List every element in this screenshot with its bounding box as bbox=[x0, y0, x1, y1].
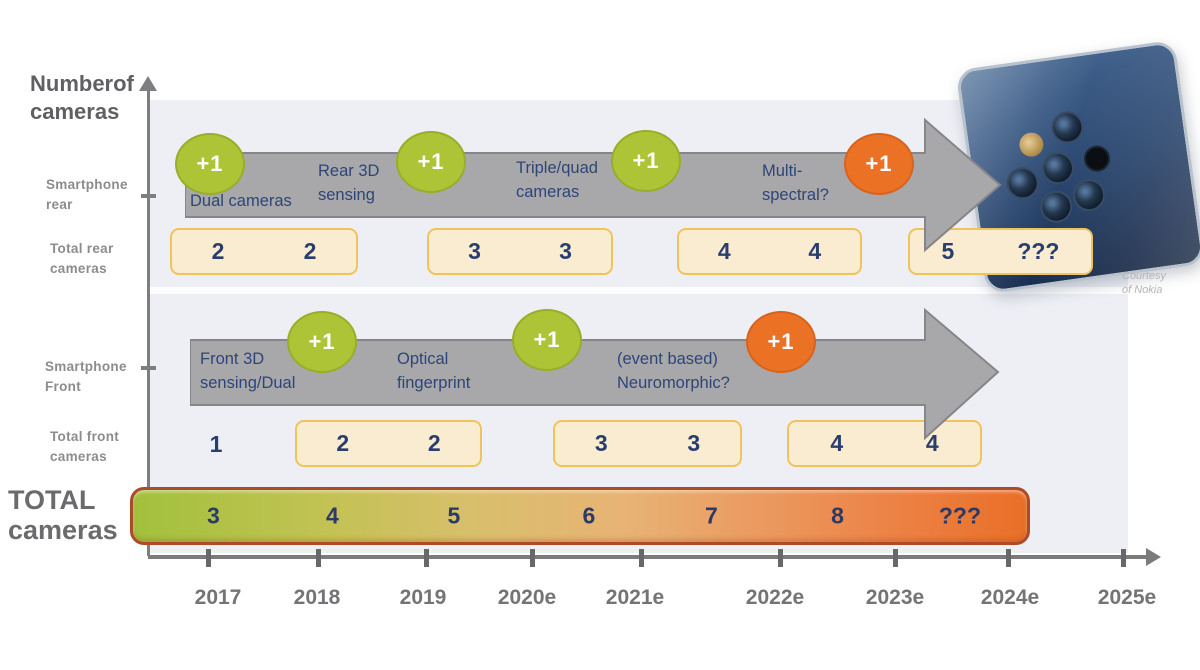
x-axis-year-label: 2024e bbox=[980, 586, 1040, 609]
plus-one-badge: +1 bbox=[611, 130, 681, 192]
x-axis-tick bbox=[1121, 549, 1126, 567]
rear-milestone-label: Multi-spectral? bbox=[762, 162, 829, 204]
front-milestone-label: (event based) Neuromorphic? bbox=[617, 350, 730, 392]
x-axis-tick bbox=[1006, 549, 1011, 567]
row-label-total-cameras: TOTAL cameras bbox=[8, 485, 118, 545]
total-cameras-bar: 3 4 5 6 7 8 ??? bbox=[130, 487, 1030, 545]
total-bar-value: ??? bbox=[938, 502, 982, 529]
rear-milestone-label: Triple/quad cameras bbox=[516, 159, 598, 201]
plus-one-badge: +1 bbox=[396, 131, 466, 193]
x-axis-year-label: 2020e bbox=[497, 586, 557, 609]
y-axis-line bbox=[147, 90, 150, 556]
plus-one-badge: +1 bbox=[512, 309, 582, 371]
x-axis-year-label: 2019 bbox=[399, 586, 447, 609]
x-axis-line bbox=[148, 555, 1148, 559]
total-bar-value: 5 bbox=[447, 502, 461, 529]
plus-one-badge: +1 bbox=[844, 133, 914, 195]
x-axis-year-label: 2022e bbox=[745, 586, 805, 609]
x-axis-tick bbox=[778, 549, 783, 567]
total-bar-value: 6 bbox=[582, 502, 596, 529]
row-label-smartphone-front: Smartphone Front bbox=[45, 359, 127, 395]
row-label-total-rear: Total rear cameras bbox=[50, 241, 114, 277]
y-axis-title: Numberof cameras bbox=[30, 71, 134, 124]
plus-one-badge: +1 bbox=[287, 311, 357, 373]
x-axis-year-label: 2017 bbox=[194, 586, 242, 609]
total-bar-value: 4 bbox=[325, 502, 339, 529]
x-axis-year-label: 2025e bbox=[1097, 586, 1157, 609]
x-axis-year-label: 2018 bbox=[293, 586, 341, 609]
front-milestone-label: Optical fingerprint bbox=[397, 350, 471, 392]
total-bar-value: 8 bbox=[831, 502, 844, 529]
x-axis-tick bbox=[893, 549, 898, 567]
y-axis-arrowhead-icon bbox=[139, 76, 157, 91]
x-axis-tick bbox=[530, 549, 535, 567]
x-axis-tick bbox=[316, 549, 321, 567]
row-label-total-front: Total front cameras bbox=[50, 429, 120, 465]
front-milestone-label: Front 3D sensing/Dual bbox=[200, 350, 296, 392]
x-axis-arrowhead-icon bbox=[1146, 548, 1161, 566]
front-total-value: 1 bbox=[209, 431, 223, 457]
y-axis-tick bbox=[141, 366, 156, 370]
x-axis-year-label: 2021e bbox=[605, 586, 665, 609]
row-label-smartphone-rear: Smartphone rear bbox=[46, 177, 128, 213]
rear-front-divider bbox=[150, 287, 1128, 294]
x-axis-tick bbox=[639, 549, 644, 567]
x-axis-tick bbox=[424, 549, 429, 567]
total-bar-value: 7 bbox=[705, 502, 718, 529]
total-bar-value: 3 bbox=[207, 502, 220, 529]
plus-one-badge: +1 bbox=[175, 133, 245, 195]
rear-milestone-label: Dual cameras bbox=[190, 192, 292, 210]
rear-milestone-label: Rear 3D sensing bbox=[318, 162, 380, 204]
y-axis-tick bbox=[141, 194, 156, 198]
x-axis-tick bbox=[206, 549, 211, 567]
rear-timeline-arrow bbox=[185, 117, 1002, 253]
plus-one-badge: +1 bbox=[746, 311, 816, 373]
photo-credit: Courtesy of Nokia bbox=[1122, 270, 1167, 296]
x-axis-year-label: 2023e bbox=[865, 586, 925, 609]
